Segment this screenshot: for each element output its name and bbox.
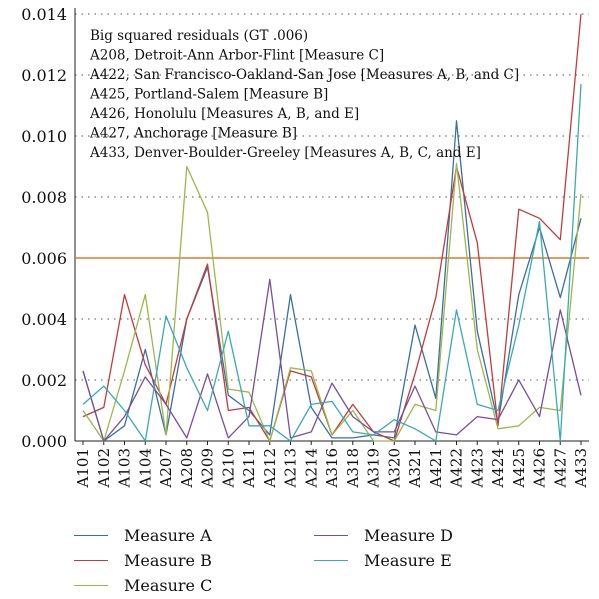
legend-item-measure-d: Measure D — [314, 526, 453, 545]
x-tick-label: A421 — [427, 448, 445, 488]
x-tick-label: A212 — [261, 448, 279, 488]
x-tick-label: A321 — [406, 448, 424, 488]
annotation-line: A208, Detroit-Ann Arbor-Flint [Measure C… — [89, 48, 384, 64]
annotation-line: A433, Denver-Boulder-Greeley [Measures A… — [89, 145, 481, 161]
legend-swatch — [74, 585, 108, 586]
legend-item-measure-e: Measure E — [314, 551, 452, 570]
legend-item-measure-b: Measure B — [74, 551, 212, 570]
legend-swatch — [314, 535, 348, 536]
x-tick-label: A207 — [157, 448, 175, 488]
y-tick-label: 0.006 — [21, 249, 67, 268]
annotation-line: A422, San Francisco-Oakland-San Jose [Me… — [89, 67, 519, 83]
x-tick-label: A213 — [282, 448, 300, 488]
legend-swatch — [74, 535, 108, 536]
x-tick-label: A101 — [74, 448, 92, 488]
annotation-line: A426, Honolulu [Measures A, B, and E] — [89, 106, 359, 122]
annotation-line: A427, Anchorage [Measure B] — [89, 126, 297, 142]
x-tick-label: A423 — [468, 448, 486, 488]
y-tick-label: 0.004 — [21, 310, 67, 329]
annotation-line: Big squared residuals (GT .006) — [90, 28, 308, 44]
series-line-measure-d — [82, 278, 582, 442]
x-tick-label: A214 — [302, 448, 320, 488]
series-line-measure-c — [82, 162, 582, 442]
legend-item-measure-a: Measure A — [74, 526, 212, 545]
x-tick-label: A210 — [219, 448, 237, 488]
legend-item-measure-c: Measure C — [74, 576, 212, 595]
y-tick-label: 0.010 — [21, 127, 67, 146]
y-tick-label: 0.002 — [21, 371, 67, 390]
series-line-measure-e — [82, 84, 582, 442]
legend-label: Measure D — [364, 526, 453, 545]
x-tick-label: A424 — [489, 448, 507, 488]
annotation-box: Big squared residuals (GT .006) A208, Det… — [89, 28, 519, 161]
y-tick-label: 0.014 — [21, 5, 67, 24]
x-tick-label: A104 — [136, 448, 154, 488]
y-tick-label: 0.012 — [21, 66, 67, 85]
legend-swatch — [74, 560, 108, 561]
annotation-line: A425, Portland-Salem [Measure B] — [89, 87, 328, 103]
x-tick-label: A318 — [344, 448, 362, 488]
x-tick-label: A422 — [448, 448, 466, 488]
legend-label: Measure A — [124, 526, 212, 545]
series-lines — [82, 13, 582, 442]
x-tick-label: A319 — [365, 448, 383, 488]
x-tick-label: A433 — [572, 448, 590, 488]
legend-label: Measure C — [124, 576, 213, 595]
legend-swatch — [314, 560, 348, 561]
legend-label: Measure B — [124, 551, 212, 570]
x-tick-label: A103 — [116, 448, 134, 488]
x-tick-label: A426 — [531, 448, 549, 488]
x-tick-label: A320 — [385, 448, 403, 488]
y-tick-label: 0.000 — [21, 432, 67, 451]
y-tick-label: 0.008 — [21, 188, 67, 207]
x-tick-label: A211 — [240, 448, 258, 488]
x-tick-label: A209 — [199, 448, 217, 488]
axes: 0.000 0.002 0.004 0.006 0.008 0.010 0.012 0.014… — [21, 5, 590, 488]
x-tick-label: A208 — [178, 448, 196, 488]
x-tick-label: A102 — [95, 448, 113, 488]
legend-label: Measure E — [364, 551, 452, 570]
x-tick-label: A427 — [551, 448, 569, 488]
x-tick-label: A425 — [510, 448, 528, 488]
x-tick-label: A316 — [323, 448, 341, 488]
